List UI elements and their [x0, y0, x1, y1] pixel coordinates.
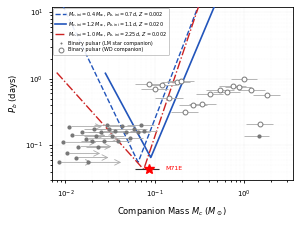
X-axis label: Companion Mass $M_c$ ($M_\odot$): Companion Mass $M_c$ ($M_\odot$) — [117, 205, 227, 218]
Text: M71E: M71E — [166, 166, 183, 171]
Y-axis label: $P_b$ (days): $P_b$ (days) — [7, 74, 20, 113]
Legend: $M_{c,\,\mathrm{ini}} = 0.4\,M_\odot$, $P_{b,\,\mathrm{ini}} = 0.7\,d$, $Z = 0.0: $M_{c,\,\mathrm{ini}} = 0.4\,M_\odot$, $… — [53, 8, 169, 55]
